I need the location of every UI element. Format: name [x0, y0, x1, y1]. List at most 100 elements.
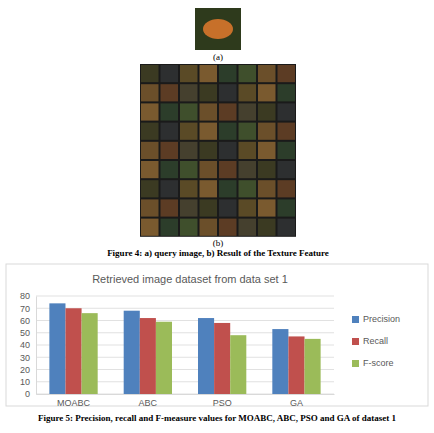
- figure-label: (b): [213, 238, 224, 248]
- legend-label: Precision: [363, 314, 400, 324]
- result-thumbnail: [200, 199, 218, 216]
- result-thumbnail: [141, 142, 159, 159]
- result-thumbnail: [219, 219, 237, 236]
- legend-swatch: [352, 360, 359, 367]
- result-thumbnail: [258, 84, 276, 101]
- bar: [65, 308, 81, 394]
- y-tick-label: 50: [20, 328, 30, 338]
- legend-item: Precision: [352, 314, 400, 324]
- result-thumbnail: [180, 65, 198, 82]
- result-thumbnail: [180, 84, 198, 101]
- result-thumbnail: [219, 199, 237, 216]
- legend-swatch: [352, 316, 359, 323]
- result-thumbnail: [258, 180, 276, 197]
- x-tick-label: PSO: [213, 398, 232, 408]
- legend-item: Recall: [352, 336, 388, 346]
- y-tick-label: 40: [20, 340, 30, 350]
- result-grid: [140, 64, 296, 237]
- result-thumbnail: [219, 103, 237, 120]
- result-thumbnail: [278, 84, 296, 101]
- result-thumbnail: [200, 123, 218, 140]
- result-thumbnail: [161, 123, 179, 140]
- x-tick-label: MOABC: [57, 398, 91, 408]
- result-thumbnail: [258, 219, 276, 236]
- y-tick: 70: [20, 304, 36, 314]
- result-thumbnail: [200, 219, 218, 236]
- result-thumbnail: [258, 65, 276, 82]
- x-axis-line: [37, 394, 335, 395]
- figure-caption: Figure 4: a) query image, b) Result of t…: [107, 248, 329, 258]
- result-thumbnail: [219, 123, 237, 140]
- y-tick-label: 70: [20, 304, 30, 314]
- query-image-frame: [195, 8, 241, 50]
- result-thumbnail: [219, 65, 237, 82]
- bar: [272, 329, 288, 394]
- result-thumbnail: [239, 84, 257, 101]
- result-thumbnail: [258, 103, 276, 120]
- result-thumbnail: [180, 180, 198, 197]
- result-thumbnail: [180, 142, 198, 159]
- result-thumbnail: [278, 103, 296, 120]
- bar: [82, 313, 98, 394]
- legend-item: F-score: [352, 358, 394, 368]
- result-thumbnail: [239, 199, 257, 216]
- result-thumbnail: [161, 180, 179, 197]
- result-thumbnail: [258, 123, 276, 140]
- query-image-butterfly: [203, 19, 233, 39]
- result-thumbnail: [278, 219, 296, 236]
- result-thumbnail: [278, 123, 296, 140]
- result-thumbnail: [161, 65, 179, 82]
- result-thumbnail: [161, 219, 179, 236]
- y-tick-label: 20: [20, 365, 30, 375]
- result-thumbnail: [141, 65, 159, 82]
- result-thumbnail: [180, 161, 198, 178]
- y-tick-label: 60: [20, 316, 30, 326]
- y-tick-label: 10: [20, 377, 30, 387]
- chart-frame: [6, 264, 428, 406]
- x-tick: PSO: [213, 394, 232, 408]
- result-thumbnail: [278, 199, 296, 216]
- bar: [49, 303, 65, 394]
- result-thumbnail: [278, 180, 296, 197]
- result-thumbnail: [180, 103, 198, 120]
- result-thumbnail: [180, 123, 198, 140]
- bar: [305, 339, 321, 394]
- result-thumbnail: [141, 219, 159, 236]
- result-thumbnail: [180, 219, 198, 236]
- result-thumbnail: [258, 161, 276, 178]
- result-thumbnail: [141, 199, 159, 216]
- y-tick: 40: [20, 340, 36, 350]
- y-axis: 01020304050607080: [20, 291, 37, 399]
- y-axis-line: [36, 297, 37, 395]
- result-thumbnail: [239, 219, 257, 236]
- result-thumbnail: [278, 142, 296, 159]
- result-thumbnail: [161, 103, 179, 120]
- result-thumbnail: [219, 161, 237, 178]
- y-tick: 50: [20, 328, 36, 338]
- result-thumbnail: [200, 161, 218, 178]
- query-image: [195, 8, 241, 50]
- result-thumbnail: [141, 84, 159, 101]
- figure-label: (a): [213, 52, 223, 62]
- chart-title: Retrieved image dataset from data set 1: [92, 273, 288, 285]
- result-thumbnail: [239, 180, 257, 197]
- result-thumbnail: [278, 161, 296, 178]
- y-tick-label: 0: [25, 389, 30, 399]
- bar: [140, 318, 156, 394]
- grid: [36, 296, 334, 394]
- result-thumbnail: [141, 180, 159, 197]
- x-axis: MOABCABCPSOGA: [37, 394, 335, 408]
- result-thumbnail: [180, 199, 198, 216]
- legend-swatch: [352, 338, 359, 345]
- result-thumbnail: [239, 142, 257, 159]
- y-tick: 60: [20, 316, 36, 326]
- result-thumbnail: [239, 161, 257, 178]
- legend-label: F-score: [363, 358, 394, 368]
- grid-line: [36, 296, 334, 297]
- result-thumbnail: [200, 180, 218, 197]
- bar: [198, 318, 214, 394]
- bar: [156, 322, 172, 394]
- x-tick-label: GA: [290, 398, 303, 408]
- result-thumbnail: [239, 123, 257, 140]
- y-tick: 30: [20, 353, 36, 363]
